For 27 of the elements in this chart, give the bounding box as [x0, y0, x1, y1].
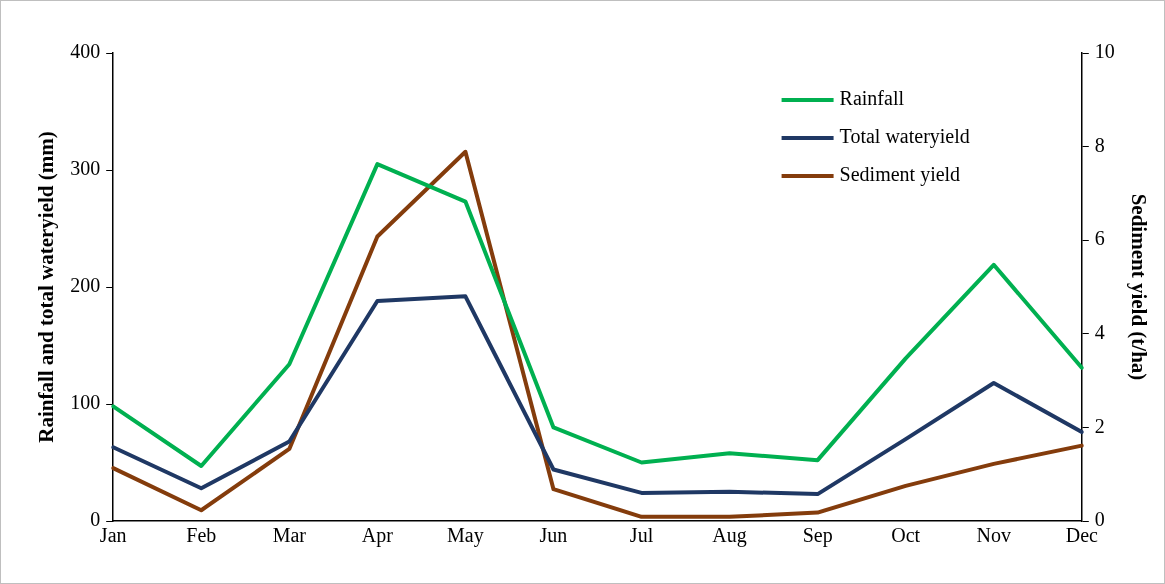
x-tick-label: Sep	[802, 524, 833, 548]
y2-tick-label: 6	[1094, 227, 1105, 250]
x-tick-label: Mar	[272, 524, 307, 547]
y-tick-label: 300	[70, 157, 101, 180]
legend-label: Sediment yield	[839, 163, 961, 187]
x-tick-label: Feb	[186, 524, 217, 547]
x-tick-label: May	[447, 524, 484, 548]
y2-tick-label: 8	[1094, 133, 1105, 156]
x-tick-label: Nov	[976, 524, 1011, 547]
y-tick-label: 200	[70, 274, 101, 297]
y2-tick-label: 2	[1094, 414, 1105, 437]
x-tick-label: Oct	[891, 524, 921, 547]
x-tick-label: Jul	[629, 524, 654, 547]
y-tick-label: 0	[90, 508, 101, 531]
y-axis-title: Rainfall and total wateryield (mm)	[34, 131, 59, 443]
legend-label: Total wateryield	[839, 125, 970, 149]
y2-axis-title: Sediment yield (t/ha)	[1126, 193, 1151, 381]
x-tick-label: Jan	[99, 524, 127, 547]
x-tick-label: Aug	[712, 524, 747, 548]
y2-tick-label: 0	[1094, 508, 1105, 531]
y2-tick-label: 4	[1094, 321, 1105, 344]
y-tick-label: 100	[70, 391, 101, 414]
legend-label: Rainfall	[839, 87, 905, 110]
y2-tick-label: 10	[1094, 40, 1115, 63]
x-tick-label: Apr	[361, 524, 394, 548]
y-tick-label: 400	[70, 40, 101, 63]
x-tick-label: Jun	[539, 524, 568, 547]
